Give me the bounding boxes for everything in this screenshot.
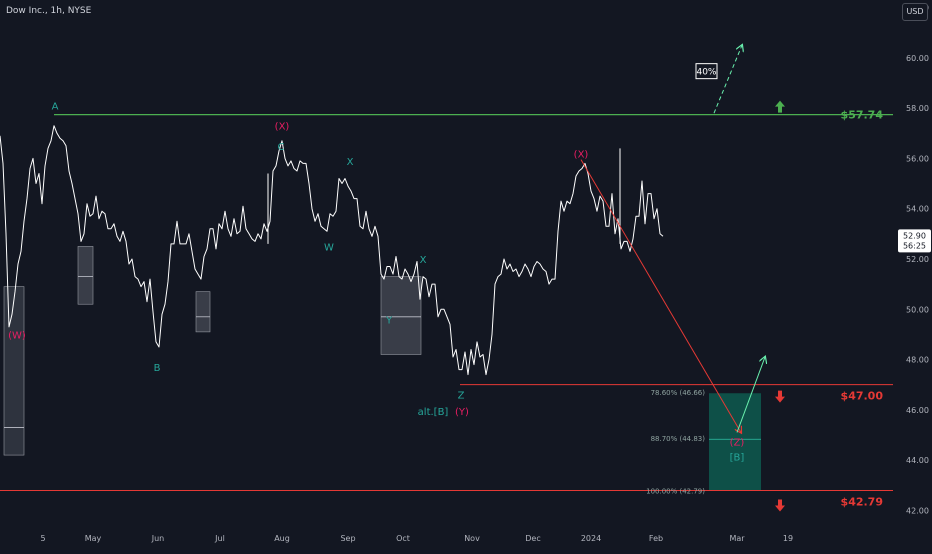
y-axis-tick: 52.00 bbox=[906, 255, 929, 264]
x-axis-tick: 5 bbox=[40, 534, 45, 543]
wave-boxes bbox=[3, 246, 761, 491]
y-axis-tick: 42.00 bbox=[906, 506, 929, 515]
currency-button[interactable]: USD bbox=[902, 3, 928, 21]
wave-label-teal: W bbox=[324, 242, 334, 253]
wave-label-teal: Z bbox=[458, 391, 465, 402]
projection-alt-arrow bbox=[713, 45, 742, 114]
fib-level-label: 88.70% (44.83) bbox=[651, 435, 706, 443]
y-axis-tick: 58.00 bbox=[906, 104, 929, 113]
level-lines: $57.74 $47.00 $42.79 78.60% (46.66) 88.70% (… bbox=[0, 100, 893, 512]
wave-label-teal: B bbox=[154, 363, 161, 374]
wave-label-red: (X) bbox=[275, 122, 290, 133]
axes: 62.0060.0058.0056.0054.0052.0050.0048.00… bbox=[40, 4, 931, 543]
wave-label-teal: X bbox=[420, 255, 427, 266]
countdown-label: 56:25 bbox=[903, 241, 926, 250]
fib-level-label: 100.00% (42.79) bbox=[646, 488, 705, 496]
x-axis-tick: 2024 bbox=[581, 534, 601, 543]
wave-label-teal: X bbox=[347, 157, 354, 168]
x-axis-tick: Sep bbox=[340, 534, 355, 543]
chart-title: Dow Inc., 1h, NYSE bbox=[6, 6, 92, 16]
fib-level-label: 78.60% (46.66) bbox=[651, 389, 706, 397]
projection-down-arrow bbox=[580, 159, 741, 433]
wave-label-teal: Y bbox=[385, 315, 393, 326]
x-axis-tick: Nov bbox=[464, 534, 480, 543]
x-axis-tick: Feb bbox=[649, 534, 663, 543]
resistance-price-label: $57.74 bbox=[841, 109, 884, 122]
y-axis-tick: 60.00 bbox=[906, 54, 929, 63]
wave-label-teal: [B] bbox=[730, 452, 745, 463]
last-price-box bbox=[898, 229, 931, 253]
target-zone-box bbox=[709, 393, 761, 491]
x-axis-tick: Dec bbox=[525, 534, 540, 543]
projection-arrows: 40% bbox=[580, 45, 765, 433]
x-axis-tick: Mar bbox=[729, 534, 745, 543]
y-axis-tick: 50.00 bbox=[906, 305, 929, 314]
wave-box bbox=[380, 276, 422, 355]
x-axis-tick: Aug bbox=[274, 534, 290, 543]
wave-label-red: (Z) bbox=[730, 437, 745, 448]
support-price-label-42: $42.79 bbox=[841, 496, 883, 509]
y-axis-tick: 54.00 bbox=[906, 205, 929, 214]
wave-label-teal: A bbox=[52, 102, 59, 113]
wave-box bbox=[3, 286, 25, 456]
last-price-label: 52.90 bbox=[903, 231, 926, 240]
projection-up-arrow bbox=[736, 357, 765, 433]
x-axis-tick: Jul bbox=[214, 534, 225, 543]
y-axis-tick: 44.00 bbox=[906, 456, 929, 465]
x-axis-tick: Oct bbox=[396, 534, 410, 543]
wave-label-teal: alt.[B] bbox=[418, 407, 449, 418]
support-price-label-47: $47.00 bbox=[841, 390, 884, 403]
probability-label-box bbox=[695, 63, 718, 80]
wave-label-teal: C bbox=[278, 142, 285, 153]
wave-label-red: (Y) bbox=[455, 407, 469, 418]
price-series bbox=[0, 125, 664, 376]
x-axis-tick: May bbox=[85, 534, 102, 543]
probability-label: 40% bbox=[696, 68, 716, 78]
wave-label-red: (W) bbox=[8, 330, 26, 341]
wave-box bbox=[195, 291, 211, 333]
wave-box bbox=[77, 246, 94, 305]
y-axis-tick: 56.00 bbox=[906, 154, 929, 163]
wave-label-red: (X) bbox=[574, 149, 589, 160]
bearish-arrow-icon bbox=[775, 390, 785, 403]
x-axis-tick: Jun bbox=[151, 534, 165, 543]
bullish-arrow-icon bbox=[775, 100, 785, 113]
x-axis-tick: 19 bbox=[783, 534, 793, 543]
bearish-arrow-icon bbox=[775, 499, 785, 512]
y-axis-tick: 46.00 bbox=[906, 406, 929, 415]
y-axis-tick: 48.00 bbox=[906, 356, 929, 365]
price-line bbox=[0, 125, 664, 376]
